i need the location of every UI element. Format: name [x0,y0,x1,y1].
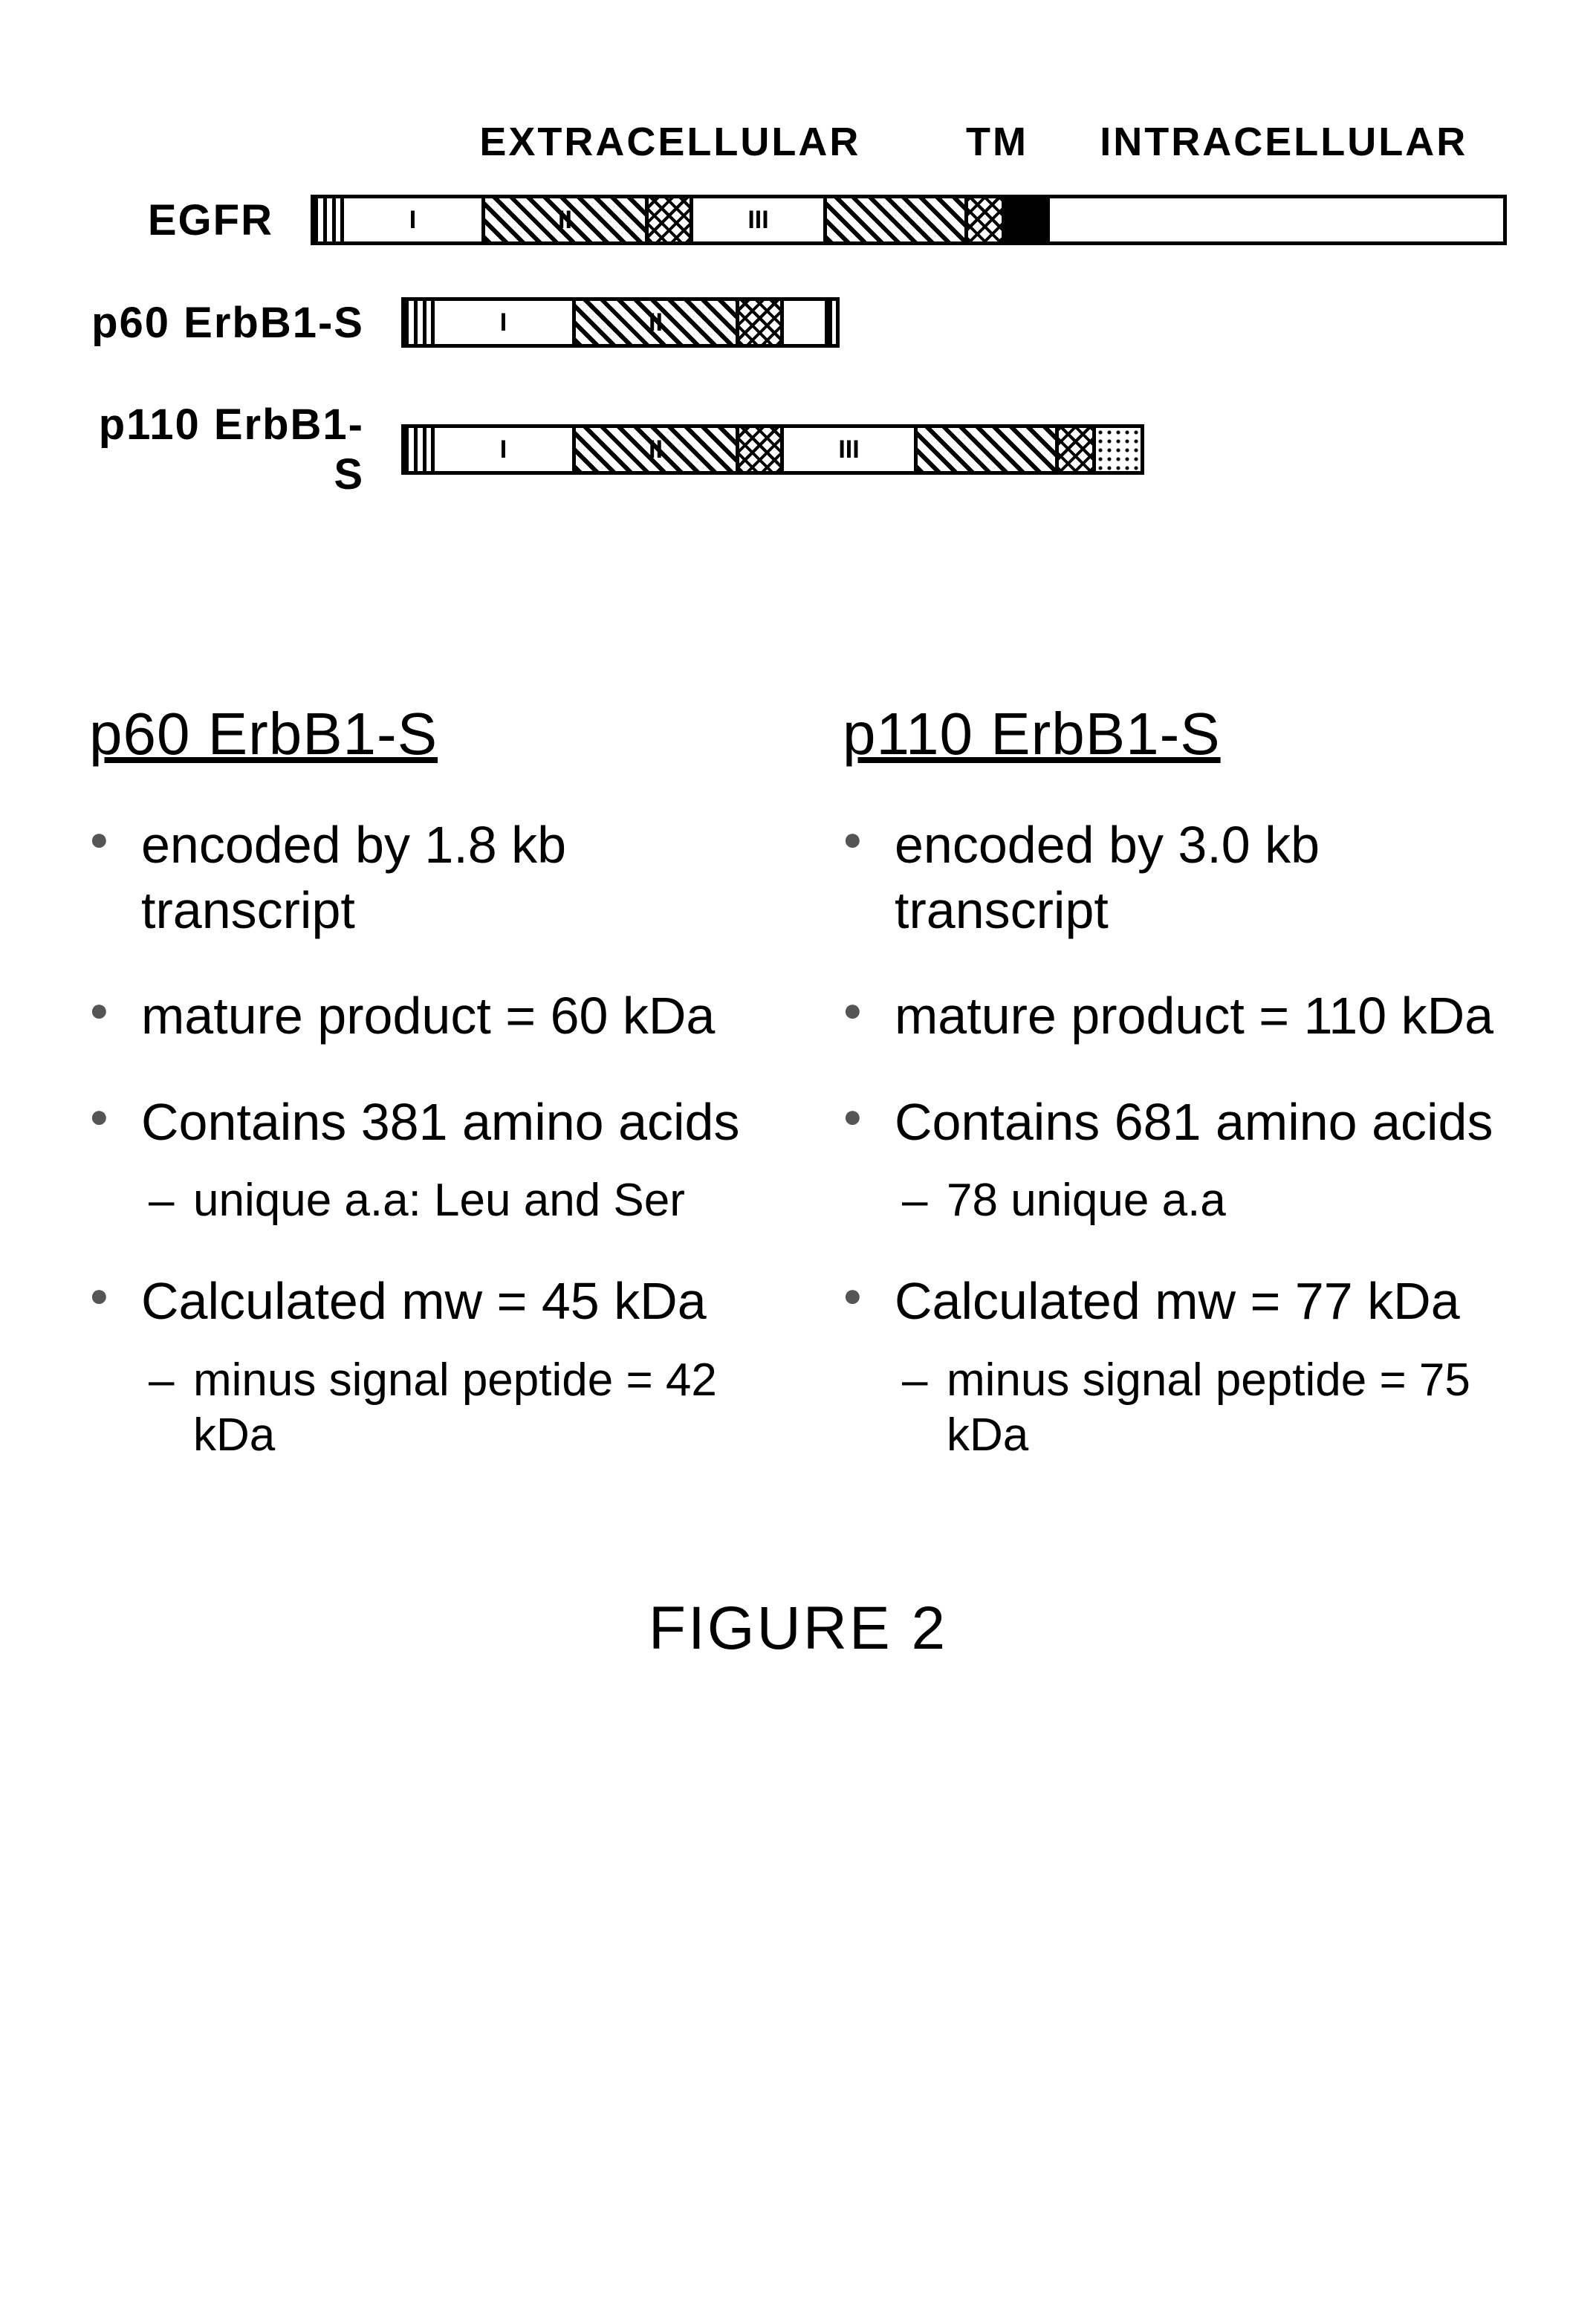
header-extracellular: EXTRACELLULAR [401,119,939,165]
protein-row: p60 ErbB1-SIII [89,297,1507,348]
domain-segment [311,195,340,245]
col-p110-title: p110 ErbB1-S [843,700,1507,768]
domain-segment: II [572,297,736,348]
domain-segment [645,195,690,245]
domain-segment: I [431,297,572,348]
info-subitem: unique a.a: Leu and Ser [193,1173,753,1228]
protein-bar: III [401,297,840,348]
domain-number: III [747,206,768,235]
col-p60-title: p60 ErbB1-S [89,700,753,768]
info-item: encoded by 3.0 kb transcript [843,813,1507,943]
header-intracellular: INTRACELLULAR [1055,119,1507,165]
domain-segment [736,297,780,348]
header-tm: TM [939,119,1056,165]
info-item: Calculated mw = 45 kDa [89,1269,753,1334]
info-item: Contains 381 amino acids [89,1090,753,1155]
domain-number: III [838,435,859,464]
domain-segment: II [572,424,736,475]
domain-segment [823,195,964,245]
domain-segment [736,424,780,475]
domain-number: II [649,435,663,464]
domain-segment [1046,195,1507,245]
protein-label: EGFR [89,195,311,245]
info-item: Contains 681 amino acids [843,1090,1507,1155]
domain-segment [825,297,840,348]
protein-row: p110 ErbB1-SIIIIII [89,400,1507,499]
domain-segment: III [780,424,914,475]
domain-segment [780,297,825,348]
col-p110: p110 ErbB1-S encoded by 3.0 kb transcrip… [843,700,1507,1505]
figure-wrap: EXTRACELLULAR TM INTRACELLULAR EGFRIIIII… [89,74,1507,2233]
domain-segment [401,424,431,475]
info-list: encoded by 1.8 kb transcript mature produ… [89,813,753,1464]
figure-caption: FIGURE 2 [89,1594,1507,1664]
protein-diagram: EXTRACELLULAR TM INTRACELLULAR EGFRIIIII… [89,119,1507,551]
info-subitem: minus signal peptide = 42 kDa [193,1353,753,1464]
info-item: Calculated mw = 77 kDa [843,1269,1507,1334]
protein-bar: IIIIII [401,424,1144,475]
info-subitem: minus signal peptide = 75 kDa [947,1353,1507,1464]
domain-segment: III [690,195,823,245]
domain-number: II [558,206,572,235]
domain-segment [401,297,431,348]
domain-segment: I [340,195,481,245]
domain-segment [964,195,1002,245]
domain-number: I [500,435,507,464]
info-item: mature product = 110 kDa [843,984,1507,1049]
domain-number: I [409,206,416,235]
domain-segment [1002,195,1046,245]
domain-number: I [500,308,507,337]
domain-segment: II [481,195,645,245]
domain-segment [914,424,1055,475]
info-item: mature product = 60 kDa [89,984,753,1049]
info-list: encoded by 3.0 kb transcript mature produ… [843,813,1507,1464]
protein-bar: IIIIII [311,195,1507,245]
domain-segment: I [431,424,572,475]
info-columns: p60 ErbB1-S encoded by 1.8 kb transcript… [89,700,1507,1505]
protein-label: p110 ErbB1-S [89,400,401,499]
domain-segment [1055,424,1092,475]
domain-number: II [649,308,663,337]
info-subitem: 78 unique a.a [947,1173,1507,1228]
protein-row: EGFRIIIIII [89,195,1507,245]
diagram-header-row: EXTRACELLULAR TM INTRACELLULAR [401,119,1507,165]
protein-label: p60 ErbB1-S [89,298,401,348]
domain-segment [1092,424,1144,475]
col-p60: p60 ErbB1-S encoded by 1.8 kb transcript… [89,700,753,1505]
info-item: encoded by 1.8 kb transcript [89,813,753,943]
